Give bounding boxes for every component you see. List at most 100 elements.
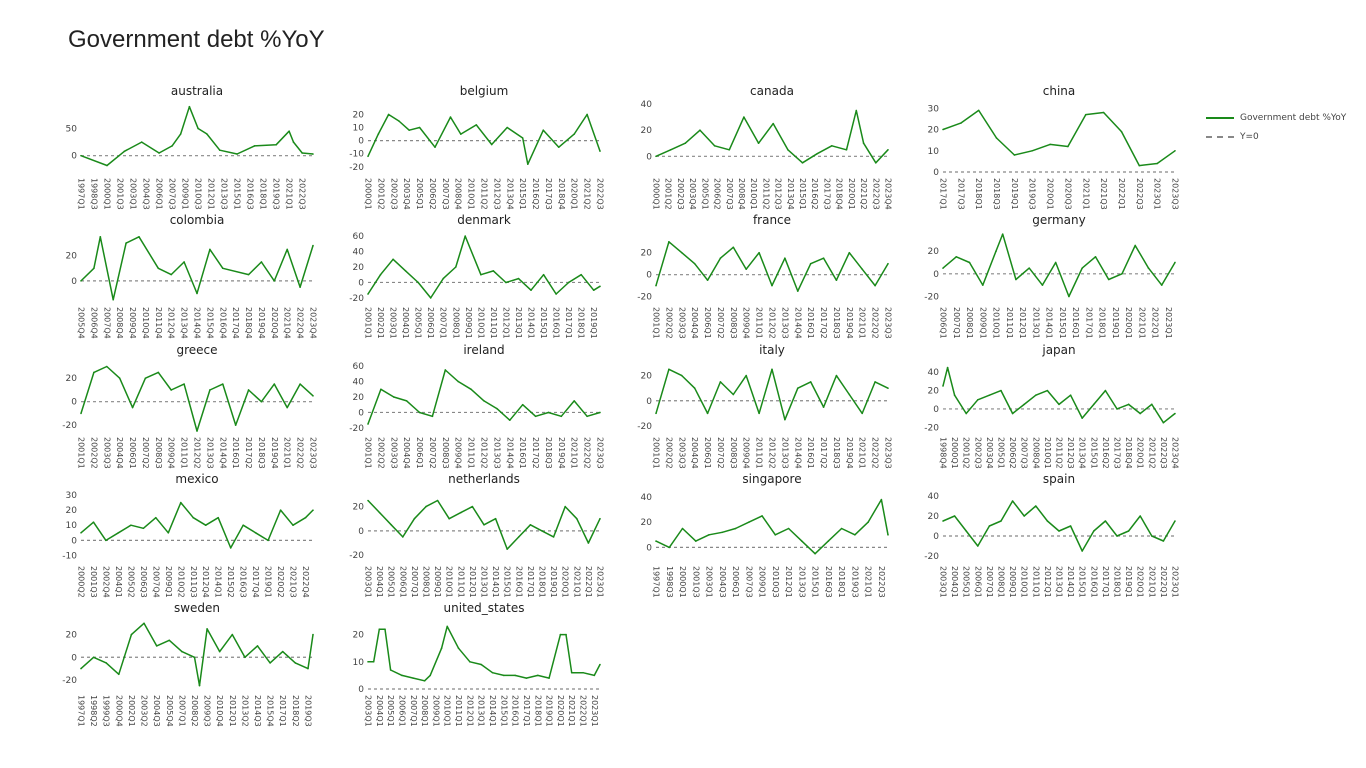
x-tick-label: 2007Q2 [141,437,150,469]
data-point [144,377,147,380]
x-tick-label: 2006Q1 [426,307,435,339]
data-point [123,150,126,153]
data-point [442,277,445,280]
data-point [367,499,369,502]
data-point [772,122,775,125]
y-tick-label: 20 [641,249,653,259]
x-tick-label: 1998Q4 [939,437,948,469]
y-tick-label: 20 [928,387,940,397]
x-tick-label: 2018Q1 [1113,566,1122,598]
data-point [1102,111,1105,114]
data-point [301,152,303,154]
x-tick-label: 2010Q1 [1043,437,1052,469]
data-point [942,385,944,387]
data-point [1174,261,1176,264]
data-point [312,244,314,247]
data-point [822,406,825,408]
data-point [758,251,760,254]
data-point [592,289,595,291]
x-tick-label: 2017Q1 [564,307,573,339]
x-tick-label: 2006Q1 [128,437,137,469]
x-tick-label: 2007Q3 [744,566,753,598]
data-point [1107,278,1110,281]
x-tick-label: 2009Q4 [742,307,751,339]
data-point [106,164,108,167]
x-tick-label: 2018Q4 [557,178,566,210]
x-tick-label: 2009Q4 [167,437,176,469]
panel-title: australia [171,84,223,98]
data-point [377,133,380,135]
y-tick-label: -20 [924,292,939,302]
data-point [1151,535,1153,537]
panel-title: japan [1041,343,1075,357]
data-point [1058,403,1060,406]
x-tick-label: 2014Q3 [253,695,262,727]
legend[interactable]: Government debt %YoY Y=0 [1206,108,1346,146]
x-tick-label: 2016Q3 [246,178,255,210]
panel-title: sweden [174,601,220,615]
data-point [942,520,944,522]
data-point [745,268,748,270]
x-tick-label: 2012Q4 [167,307,176,339]
data-point [854,534,856,536]
series-line-united_states [368,625,601,682]
data-point [1046,520,1049,522]
x-tick-label: 2007Q3 [725,178,734,210]
data-point [205,133,208,135]
x-tick-label: 2018Q3 [992,178,1001,210]
x-tick-label: 2022Q2 [871,307,880,339]
data-point [861,268,864,270]
x-tick-label: 2016Q2 [1101,437,1110,469]
data-point [680,374,683,377]
data-point [771,368,773,371]
data-point [505,281,507,284]
data-point [460,511,462,514]
data-point [193,656,196,659]
legend-item-reference[interactable]: Y=0 [1206,127,1346,146]
data-point [1156,162,1158,165]
x-tick-label: 2016Q1 [514,566,523,598]
data-point [413,517,416,520]
data-point [392,258,394,261]
x-tick-label: 2021Q3 [1099,178,1108,210]
data-point [1139,412,1141,415]
data-point [142,527,145,530]
series-line-sweden [80,622,314,687]
data-point [204,524,207,527]
x-tick-label: 2023Q4 [309,307,318,339]
data-point [118,377,121,380]
data-point [93,267,95,270]
data-point [196,430,198,432]
x-tick-label: 2001Q2 [664,178,673,210]
x-tick-label: 2020Q1 [1124,307,1133,339]
x-tick-label: 2007Q2 [428,437,437,469]
x-tick-label: 2019Q1 [589,307,598,339]
x-tick-label: 2004Q3 [142,178,151,210]
data-point [1121,273,1123,275]
x-tick-label: 2016Q1 [806,307,815,339]
x-tick-label: 2023Q1 [1171,566,1180,598]
data-point [105,365,108,368]
data-point [1028,267,1030,269]
x-tick-label: 2019Q3 [1028,178,1037,210]
data-point [977,545,979,547]
x-tick-label: 2012Q2 [768,307,777,339]
data-point [1000,389,1002,392]
legend-label-reference: Y=0 [1240,131,1259,142]
data-point [758,412,760,415]
data-point [387,113,390,116]
data-point [367,293,369,295]
data-point [496,407,498,410]
x-tick-label: 2008Q3 [441,437,450,469]
data-point [547,411,550,414]
series-line-canada [655,109,889,164]
x-tick-label: 2012Q1 [784,566,793,598]
data-point [299,286,301,288]
data-point [517,277,520,280]
x-tick-label: 2020Q1 [556,695,565,727]
x-tick-label: 2003Q2 [140,695,149,727]
legend-item-series[interactable]: Government debt %YoY [1206,108,1346,127]
data-point [454,266,457,268]
x-tick-label: 2015Q1 [518,178,527,210]
x-tick-label: 2007Q1 [177,695,186,727]
